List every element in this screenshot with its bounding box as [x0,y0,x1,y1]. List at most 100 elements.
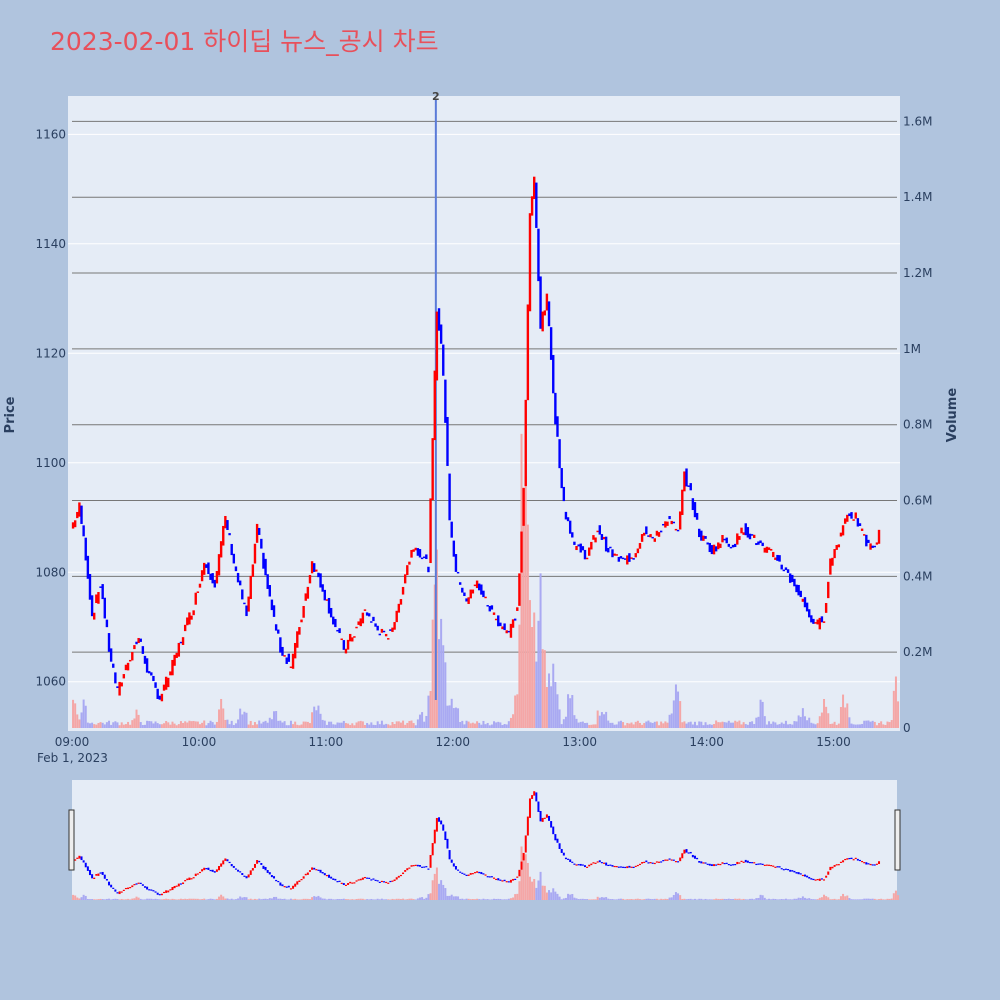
mini-candle [658,861,661,863]
volume-bar [416,719,419,728]
candle [858,523,862,526]
mini-candle [738,862,741,864]
mini-candle [548,815,551,821]
volume-bar [793,721,796,728]
volume-bar [761,701,764,728]
mini-volume-bar [543,885,546,900]
candle [399,599,403,605]
mini-volume-bar [588,899,591,900]
mini-candle [190,878,193,880]
mini-volume-bar [670,897,673,900]
mini-candle [624,866,627,869]
mini-candle [399,874,402,877]
candle [190,615,193,620]
volume-bar [748,721,751,728]
mini-candle [446,838,449,849]
volume-bar [152,723,155,728]
mini-volume-bar [404,899,407,900]
mini-volume-bar [300,899,303,900]
mini-volume-bar [490,899,493,900]
mini-volume-bar [368,899,371,900]
mini-volume-bar [746,899,749,900]
mini-volume-bar [399,899,402,900]
mini-candle [636,864,639,867]
rangeslider-area[interactable] [72,780,897,900]
mini-candle [380,880,383,883]
mini-volume-bar [630,898,633,900]
mini-candle [378,881,381,884]
candle [805,602,809,612]
mini-volume-bar [727,898,730,900]
mini-volume-bar [875,899,878,900]
mini-candle [592,862,595,864]
time-axis: 09:00 10:00 11:00 12:00 13:00 14:00 15:00 [55,735,851,749]
volume-bar [531,627,534,728]
volume-bar [713,724,716,728]
candle [266,574,269,589]
volume-bar [173,723,176,728]
volume-bar [317,705,320,728]
mini-volume-bar [548,890,551,900]
candle [524,399,527,487]
mini-volume-bar [704,898,707,900]
candle [319,573,322,588]
mini-candle [249,870,252,875]
volume-bar [146,720,149,728]
volume-bar [886,721,889,728]
candle [463,592,466,597]
mini-volume-bar [359,898,362,900]
volume-bar [543,650,546,728]
plot-area[interactable] [68,96,900,731]
candle [327,597,331,614]
candle [181,637,185,645]
mini-volume-bar [380,898,383,900]
mini-candle [118,891,121,895]
mini-candle [748,861,751,864]
volume-bar [820,712,823,728]
mini-candle [256,860,259,864]
candle [112,663,115,668]
mini-candle [632,866,635,869]
volume-bar [823,698,826,728]
mini-candle [512,878,515,881]
mini-volume-bar [672,894,675,900]
rangeslider-right-handle[interactable] [894,809,901,871]
mini-volume-bar [816,899,819,900]
mini-volume-bar [605,897,608,900]
mini-candle [825,875,828,878]
candle [416,548,420,556]
mini-candle [473,872,476,874]
volume-bar [827,713,830,728]
mini-candle [839,861,842,863]
mini-volume-bar [294,898,297,900]
candle [224,515,227,529]
volume-bar [558,709,561,728]
mini-candle [607,864,610,867]
candle [543,310,546,316]
candle [698,528,701,538]
volume-bar [689,721,692,728]
mini-volume-bar [277,898,280,900]
candle [95,594,98,604]
candle [643,532,646,536]
candle [700,530,703,541]
rangeslider-left-handle[interactable] [68,809,75,871]
mini-candle [86,866,89,871]
candle [816,619,819,625]
volume-bar [298,725,301,728]
volume-axis-label: Volume [945,388,960,443]
mini-candle [837,864,840,866]
mini-volume-bar [829,899,832,900]
candle [564,511,568,520]
volume-bar [706,724,709,728]
candle [456,571,460,574]
mini-volume-bar [861,899,864,900]
candle [742,532,745,535]
volume-bar [370,722,373,728]
mini-candle [782,869,785,871]
volume-bar [501,725,504,728]
candle [200,570,204,582]
mini-candle [427,868,430,870]
candle [325,599,329,601]
